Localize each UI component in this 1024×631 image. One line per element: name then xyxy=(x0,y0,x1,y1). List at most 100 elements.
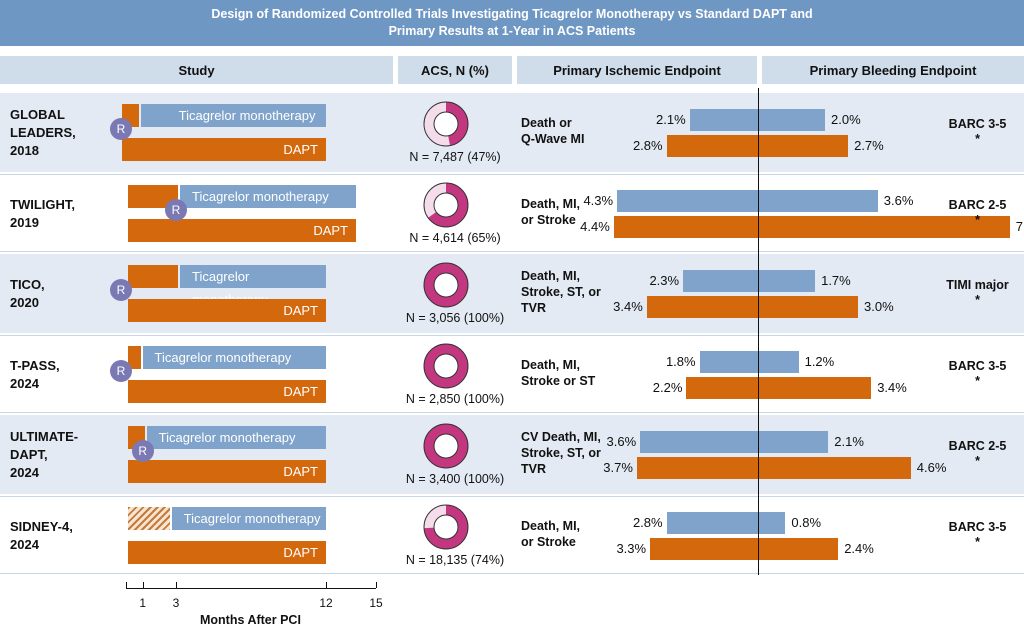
monotherapy-bar: Ticagrelor monotherapy xyxy=(140,104,326,127)
donut-hole xyxy=(433,433,459,459)
donut-acs-share xyxy=(424,504,468,549)
header-study: Study xyxy=(0,56,393,84)
axis-origin-tick xyxy=(126,582,127,588)
bleeding-endpoint-label: BARC 3-5 * xyxy=(935,117,1020,147)
donut-acs-share xyxy=(424,343,468,388)
ischemic-endpoint-line: or Stroke xyxy=(521,212,576,227)
ischemic-mono-bar xyxy=(689,109,759,131)
trial-name-line: GLOBAL xyxy=(10,107,65,123)
acs-count: N = 7,487 (47%) xyxy=(409,150,501,164)
ischemic-endpoint-label: Death, MI, Stroke or ST xyxy=(521,357,633,389)
dapt-phase-bar xyxy=(128,345,141,369)
ischemic-endpoint-line: Death, MI, xyxy=(521,357,581,372)
dapt-bar: DAPT xyxy=(122,138,326,161)
ischemic-mono-value: 2.3% xyxy=(649,273,680,288)
significance-mark: * xyxy=(975,212,980,227)
bleeding-mono-value: 2.1% xyxy=(834,434,864,449)
ischemic-endpoint-line: TVR xyxy=(521,301,546,316)
acs-donut xyxy=(423,182,469,227)
ischemic-endpoint-line: Stroke or ST xyxy=(521,373,596,388)
axis-tick-label: 15 xyxy=(369,596,383,610)
bleeding-dapt-value: 3.0% xyxy=(864,299,894,314)
ischemic-mono-value: 4.3% xyxy=(583,192,614,208)
ischemic-mono-bar xyxy=(617,189,759,212)
dapt-phase-bar xyxy=(128,265,178,288)
dapt-phase-bar xyxy=(128,506,170,530)
trial-name-line: 2018 xyxy=(10,143,39,159)
significance-mark: * xyxy=(975,132,980,146)
trial-name: SIDNEY-4, 2024 xyxy=(10,518,120,554)
trial-name: T-PASS, 2024 xyxy=(10,357,120,393)
trial-name-line: DAPT, xyxy=(10,447,48,463)
trial-name: TWILIGHT, 2019 xyxy=(10,196,120,232)
header-bleeding: Primary Bleeding Endpoint xyxy=(762,56,1024,84)
acs-donut xyxy=(423,101,469,147)
ischemic-endpoint-line: Death, MI, xyxy=(521,269,581,284)
randomization-marker: R xyxy=(110,279,132,301)
ischemic-endpoint-line: TVR xyxy=(521,462,546,477)
acs-donut xyxy=(423,262,469,308)
ischemic-mono-value: 1.8% xyxy=(665,353,696,369)
acs-count: N = 3,056 (100%) xyxy=(405,311,505,325)
bleeding-endpoint-label: BARC 2-5 * xyxy=(935,439,1020,469)
donut-hole xyxy=(433,353,459,378)
ischemic-endpoint-line: Death or xyxy=(521,116,572,131)
bleeding-endpoint-name: BARC 2-5 xyxy=(948,439,1007,453)
significance-mark: * xyxy=(975,293,980,307)
trial-name-line: 2020 xyxy=(10,295,39,311)
donut-outline xyxy=(423,343,469,388)
axis-tick xyxy=(326,582,327,588)
donut-hole xyxy=(433,272,459,298)
x-axis-title: Months After PCI xyxy=(200,613,301,627)
bleeding-dapt-value: 3.4% xyxy=(877,379,907,395)
axis-tick xyxy=(376,582,377,588)
ischemic-dapt-value: 3.3% xyxy=(616,540,647,556)
ischemic-dapt-value: 4.4% xyxy=(580,218,610,234)
dapt-bar: DAPT xyxy=(128,460,326,483)
donut-hole xyxy=(433,111,459,137)
bleeding-mono-bar xyxy=(759,270,816,292)
trial-name: ULTIMATE- DAPT, 2024 xyxy=(10,428,120,482)
bleeding-mono-value: 0.8% xyxy=(791,514,822,530)
title-line-1: Design of Randomized Controlled Trials I… xyxy=(211,7,813,21)
randomization-marker: R xyxy=(165,198,187,221)
ischemic-mono-bar xyxy=(699,350,759,373)
bleeding-mono-bar xyxy=(759,350,799,373)
trial-name-line: ULTIMATE- xyxy=(10,429,79,445)
ischemic-mono-bar xyxy=(666,511,759,534)
donut-outline xyxy=(423,182,469,227)
ischemic-endpoint-label: Death or Q-Wave MI xyxy=(521,115,633,147)
trial-name-line: 2019 xyxy=(10,214,39,230)
ischemic-endpoint-line: CV Death, MI, xyxy=(521,430,601,445)
ischemic-endpoint-line: Q-Wave MI xyxy=(521,132,585,147)
trial-name-line: TICO, xyxy=(10,277,45,293)
bleeding-dapt-value: 2.7% xyxy=(854,138,884,153)
monotherapy-bar: Ticagrelor monotherapy xyxy=(142,345,326,369)
bleeding-endpoint-label: TIMI major * xyxy=(935,278,1020,308)
trial-name-line: LEADERS, xyxy=(10,125,76,141)
ischemic-endpoint-line: Death, MI, xyxy=(521,518,581,533)
trial-name-line: T-PASS, xyxy=(10,357,60,373)
axis-tick-label: 12 xyxy=(319,596,333,610)
header-acs: ACS, N (%) xyxy=(398,56,512,84)
bleeding-dapt-bar xyxy=(759,135,849,157)
ischemic-dapt-value: 3.7% xyxy=(603,460,633,475)
ischemic-dapt-bar xyxy=(650,537,759,560)
axis-tick xyxy=(176,582,177,588)
bleeding-dapt-bar xyxy=(759,376,872,399)
donut-acs-share xyxy=(424,182,468,227)
donut-outline xyxy=(423,262,469,308)
acs-donut xyxy=(423,504,469,549)
trial-name-line: 2024 xyxy=(10,536,39,552)
ischemic-endpoint-label: CV Death, MI, Stroke, ST, or TVR xyxy=(521,429,633,477)
monotherapy-bar: Ticagrelor monotherapy xyxy=(180,184,356,208)
bleeding-mono-bar xyxy=(759,189,878,212)
ischemic-mono-value: 2.1% xyxy=(656,112,686,127)
ischemic-endpoint-line: or Stroke xyxy=(521,534,576,549)
acs-donut xyxy=(423,423,469,469)
trial-name-line: SIDNEY-4, xyxy=(10,518,73,534)
ischemic-endpoint-line: Death, MI, xyxy=(521,196,581,211)
trial-name-line: TWILIGHT, xyxy=(10,196,75,212)
bleeding-mono-bar xyxy=(759,511,786,534)
ischemic-mono-value: 2.8% xyxy=(632,514,663,530)
